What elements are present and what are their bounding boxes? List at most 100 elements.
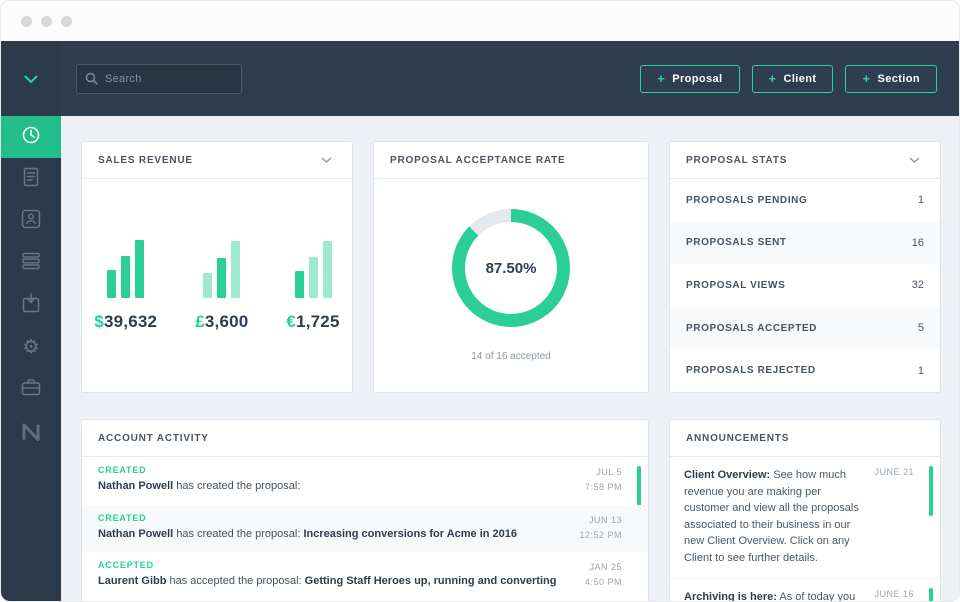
activity-date: JAN 25 <box>589 562 622 573</box>
bar-group <box>294 240 332 298</box>
stat-value: 32 <box>911 279 924 292</box>
proposal-stats-list: PROPOSALS PENDING 1 PROPOSALS SENT 16 PR… <box>670 179 940 392</box>
activity-item[interactable]: CREATED Nathan Powell has created the pr… <box>82 457 648 516</box>
dashboard: SALES REVENUE <box>61 116 959 602</box>
stat-label: PROPOSALS REJECTED <box>686 365 816 377</box>
announcement-item: Archiving is here: As of today you can a… <box>670 579 940 602</box>
activity-status-badge: CREATED <box>98 512 147 523</box>
activity-text: Nathan Powell has created the proposal: … <box>98 528 565 540</box>
sidebar-item-sections[interactable] <box>1 242 61 284</box>
activity-date: JUL 5 <box>596 467 622 477</box>
revenue-amount-gbp: £3,600 <box>195 312 248 332</box>
activity-proposal-link[interactable]: Increasing conversions for Acme in 2016 <box>303 527 518 540</box>
stat-value: 5 <box>917 322 924 335</box>
sidebar-item-settings[interactable]: ⚙ <box>1 326 61 368</box>
bar <box>294 271 304 298</box>
activity-action: has accepted the proposal: <box>169 575 302 588</box>
revenue-amount-eur: €1,725 <box>286 312 339 332</box>
stat-row-rejected: PROPOSALS REJECTED 1 <box>670 349 940 392</box>
bar <box>308 256 318 298</box>
acceptance-percent: 87.50% <box>485 259 537 277</box>
new-section-label: Section <box>877 72 920 85</box>
activity-text: Laurent Gibb has accepted the proposal: … <box>98 575 571 587</box>
new-section-button[interactable]: + Section <box>845 64 937 93</box>
document-icon <box>22 167 40 192</box>
top-bar: + Proposal + Client + Section <box>61 41 959 116</box>
bar <box>135 239 145 298</box>
sidebar-item-activity[interactable] <box>1 116 61 158</box>
window-minimize-icon[interactable] <box>41 15 52 27</box>
plus-icon: + <box>768 71 777 86</box>
account-activity-title: ACCOUNT ACTIVITY <box>98 432 209 444</box>
sales-revenue-card: SALES REVENUE <box>81 141 353 393</box>
amount-value: 3,600 <box>204 311 249 331</box>
activity-action: has created the proposal: <box>176 527 301 540</box>
proposal-stats-title: PROPOSAL STATS <box>686 154 788 166</box>
window-close-icon[interactable] <box>21 15 32 27</box>
sidebar-item-import[interactable] <box>1 284 61 326</box>
bar-group <box>107 239 145 298</box>
bar <box>231 241 241 298</box>
bar <box>121 255 131 298</box>
new-client-button[interactable]: + Client <box>751 64 834 93</box>
proposal-stats-collapse-button[interactable] <box>905 153 924 167</box>
stat-row-pending: PROPOSALS PENDING 1 <box>670 179 940 222</box>
nusii-logo[interactable] <box>1 420 61 444</box>
announcement-text: Client Overview: See how much revenue yo… <box>684 467 864 566</box>
plus-icon: + <box>657 71 666 86</box>
announcement-date: JUNE 21 <box>874 467 914 477</box>
bar <box>322 241 332 298</box>
window-zoom-icon[interactable] <box>61 15 72 27</box>
activity-list: CREATED Nathan Powell has created the pr… <box>82 457 648 601</box>
activity-timestamp: JUN 13 12:52 PM <box>579 513 622 544</box>
sidebar-nav: ⚙ <box>1 116 61 410</box>
announcements-card: ANNOUNCEMENTS Client Overview: See how m… <box>669 419 941 602</box>
activity-item[interactable]: ACCEPTED Laurent Gibb has accepted the p… <box>82 552 648 600</box>
acceptance-donut-chart: 87.50% <box>452 209 570 327</box>
activity-proposal-link[interactable]: Getting Staff Heroes up, running and con… <box>304 575 557 588</box>
stat-label: PROPOSALS PENDING <box>686 194 808 206</box>
amount-value: 39,632 <box>104 311 158 331</box>
account-dropdown-toggle[interactable] <box>1 41 61 116</box>
new-proposal-label: Proposal <box>672 72 723 85</box>
announcement-heading: Archiving is here: <box>684 591 777 602</box>
sidebar-item-proposals[interactable] <box>1 158 61 200</box>
sidebar-item-clients[interactable] <box>1 200 61 242</box>
search-input[interactable] <box>76 63 242 94</box>
account-activity-card: ACCOUNT ACTIVITY CREATED Nathan Powell h… <box>81 419 649 601</box>
import-box-icon <box>22 292 40 318</box>
revenue-amount-usd: $39,632 <box>94 312 157 332</box>
unread-indicator <box>929 588 933 601</box>
announcements-list: Client Overview: See how much revenue yo… <box>670 457 940 602</box>
search-box <box>76 63 242 94</box>
revenue-group-usd: $39,632 <box>94 239 157 332</box>
acceptance-rate-card: PROPOSAL ACCEPTANCE RATE 87.50% 14 of 16… <box>373 141 649 393</box>
announcement-heading: Client Overview: <box>684 469 771 481</box>
announcement-text: Archiving is here: As of today you can a… <box>684 589 864 602</box>
bar <box>203 273 213 298</box>
sections-icon <box>21 252 41 275</box>
clients-icon <box>21 209 41 234</box>
sales-revenue-collapse-button[interactable] <box>317 153 336 167</box>
activity-action: has created the proposal: <box>176 480 301 492</box>
sales-revenue-chart: $39,632 £3,600 <box>82 179 352 392</box>
search-icon <box>85 72 98 90</box>
amount-value: 1,725 <box>296 311 340 331</box>
stat-row-sent: PROPOSALS SENT 16 <box>670 221 940 265</box>
new-client-label: Client <box>783 72 817 85</box>
currency-symbol: $ <box>94 311 105 331</box>
briefcase-icon <box>21 378 41 401</box>
stat-value: 1 <box>917 194 924 207</box>
chevron-down-icon <box>24 70 38 88</box>
acceptance-caption: 14 of 16 accepted <box>471 351 551 362</box>
activity-date: JUN 13 <box>588 514 622 525</box>
activity-item[interactable]: CREATED Nathan Powell has created the pr… <box>82 504 648 553</box>
revenue-group-gbp: £3,600 <box>195 240 248 332</box>
currency-symbol: € <box>286 311 297 331</box>
announcements-title: ANNOUNCEMENTS <box>686 432 790 444</box>
activity-time: 7:58 PM <box>584 482 622 493</box>
sales-revenue-title: SALES REVENUE <box>98 154 193 166</box>
new-proposal-button[interactable]: + Proposal <box>640 64 740 93</box>
sidebar-item-business[interactable] <box>1 368 61 410</box>
activity-timestamp: JUL 5 7:58 PM <box>585 465 622 496</box>
